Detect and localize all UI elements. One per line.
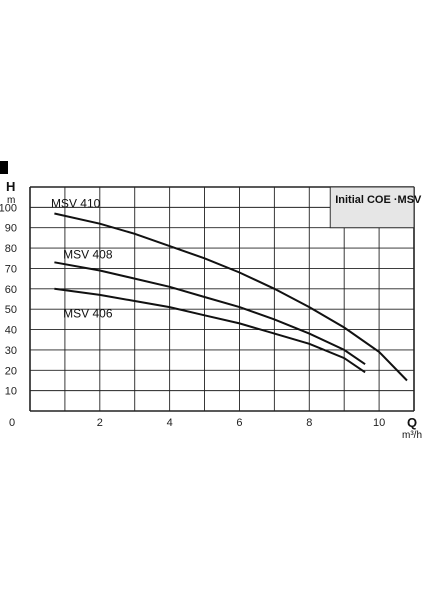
x-tick-label: 6 — [236, 417, 242, 429]
y-tick-label: 100 — [0, 202, 17, 214]
series-line — [54, 287, 366, 374]
y-tick-label: 10 — [5, 386, 17, 398]
series-line — [54, 212, 408, 382]
legend-box — [329, 186, 415, 229]
tick-labels: 0 2 4 6 8 10 10 20 30 40 50 60 70 80 90 100 — [0, 202, 385, 429]
y-tick-label: 90 — [5, 223, 17, 235]
x-tick-label: 0 — [9, 417, 15, 429]
y-tick-label: 60 — [5, 284, 17, 296]
x-tick-label: 10 — [373, 417, 385, 429]
series-line — [54, 261, 366, 366]
legend-label: Initial COE ·MSV — [335, 194, 422, 206]
curves: MSV 410 MSV 408 MSV 406 — [51, 196, 408, 382]
y-tick-label: 80 — [5, 243, 17, 255]
y-tick-label: 40 — [5, 325, 17, 337]
x-tick-label: 8 — [306, 417, 312, 429]
y-tick-label: 50 — [5, 304, 17, 316]
x-axis-label: Q — [407, 415, 417, 430]
series-label: MSV 408 — [63, 247, 113, 261]
x-tick-label: 2 — [97, 417, 103, 429]
side-marker — [0, 161, 8, 174]
x-axis-unit: m³/h — [402, 430, 422, 441]
y-axis-label: H — [6, 179, 15, 194]
y-axis-unit: m — [7, 195, 15, 206]
y-tick-label: 30 — [5, 345, 17, 357]
y-tick-label: 70 — [5, 263, 17, 275]
series-label: MSV 410 — [51, 196, 101, 210]
y-tick-label: 20 — [5, 365, 17, 377]
series-label: MSV 406 — [63, 306, 113, 320]
x-tick-label: 4 — [167, 417, 173, 429]
